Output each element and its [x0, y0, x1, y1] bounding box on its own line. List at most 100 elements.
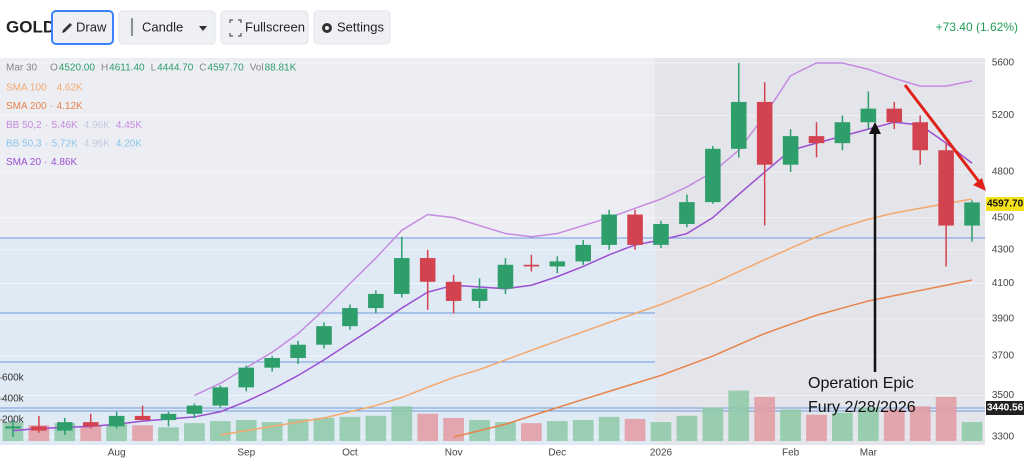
volume-bar	[106, 424, 128, 441]
candle-body	[912, 122, 928, 151]
ohlc-label: H	[101, 63, 108, 74]
candle-body	[497, 264, 514, 289]
volume-bar	[702, 407, 724, 441]
candle-body	[186, 405, 203, 414]
indicator-value: 4.62K	[57, 83, 83, 94]
candle-body	[31, 426, 47, 431]
candle-body	[523, 264, 540, 267]
indicator-value: 4.96K	[84, 138, 110, 149]
ohlc-value: 4611.40	[109, 63, 145, 74]
volume-bar	[443, 417, 464, 441]
candle-body	[834, 122, 851, 144]
volume-bar	[521, 423, 542, 441]
candle-body	[342, 308, 358, 327]
indicator-name: BB 50,2	[6, 120, 42, 131]
x-tick-label: 2026	[650, 448, 673, 459]
button-label: Draw	[76, 19, 107, 34]
volume-bar	[961, 422, 983, 441]
volume-bar	[417, 413, 439, 441]
x-tick-label: Oct	[342, 448, 358, 459]
volume-bar	[754, 396, 776, 441]
symbol: GOLD	[6, 17, 55, 36]
candle-body	[601, 214, 617, 245]
volume-tick-label: 400k	[2, 394, 25, 405]
y-tick-label: 4800	[992, 167, 1015, 178]
indicator-value: 4.12K	[57, 101, 83, 112]
candle-body	[730, 101, 747, 149]
fullscreen-button[interactable]: Fullscreen	[220, 10, 309, 45]
separator: ·	[50, 101, 53, 112]
future-zone	[655, 58, 985, 445]
indicator-value: 5.72K	[52, 138, 78, 149]
ohlc-label: O	[50, 63, 58, 74]
draw-button[interactable]: Draw	[51, 10, 114, 45]
y-tick-label: 4300	[992, 244, 1015, 255]
ohlc-value: 4597.70	[208, 63, 245, 74]
candle-body	[653, 223, 669, 245]
candle-body	[5, 426, 21, 429]
y-tick-label: 5200	[992, 110, 1015, 121]
volume-bar	[339, 416, 361, 441]
y-tick-label: 3300	[992, 432, 1015, 443]
price-tag-bg	[986, 197, 1024, 211]
candle-body	[808, 136, 825, 144]
annotation-text: Fury 2/28/2026	[808, 399, 916, 416]
separator: ·	[45, 138, 48, 149]
volume-tick-label: 200k	[2, 415, 25, 426]
candle-body	[886, 108, 903, 123]
candle-body	[471, 288, 488, 301]
ohlc-label: Vol	[250, 63, 264, 74]
x-tick-label: Mar	[860, 448, 878, 459]
candle-body	[756, 101, 773, 165]
volume-bar	[287, 418, 309, 441]
button-label: Settings	[337, 19, 384, 34]
price-change: +73.40 (1.62%)	[936, 20, 1018, 34]
ohlc-value: 4520.00	[59, 63, 96, 74]
drawn-levels	[0, 237, 985, 412]
volume-bar	[546, 421, 568, 441]
candle-body	[160, 413, 177, 421]
indicator-value: 4.86K	[51, 157, 77, 168]
indicator-name: SMA 20	[6, 157, 41, 168]
last-price-tag: 4597.70	[987, 199, 1024, 210]
candle-body	[419, 258, 436, 282]
x-tick-label: Sep	[237, 448, 255, 459]
arrow-head	[973, 178, 986, 191]
level-price-tag: 3440.56	[987, 403, 1024, 414]
trend-arrow	[903, 84, 982, 184]
volume-bar	[184, 423, 205, 441]
volume-bar	[624, 418, 646, 441]
indicator-value: 4.96K	[84, 120, 110, 131]
settings-button[interactable]: Settings	[313, 10, 391, 45]
candle-body	[445, 281, 462, 301]
candle-body	[238, 367, 255, 388]
volume-bar	[158, 427, 179, 441]
candle-body	[368, 293, 384, 309]
candle-body	[938, 150, 954, 226]
candle-body	[860, 108, 877, 123]
indicator-name: BB 50,3	[6, 138, 42, 149]
volume-bar	[650, 422, 672, 441]
volume-bar	[832, 412, 853, 441]
candle-body	[627, 214, 643, 245]
candle-body	[316, 326, 332, 345]
candle-body	[549, 261, 566, 267]
volume-bar	[209, 421, 231, 441]
button-label: Fullscreen	[245, 19, 305, 34]
volume-bar	[495, 422, 516, 441]
volume-bar	[391, 406, 413, 441]
candle-button[interactable]: Candle	[118, 10, 216, 45]
candle-body	[57, 422, 73, 431]
candle-body	[82, 422, 99, 427]
indicator-value: 4.20K	[116, 138, 142, 149]
candle-body	[964, 202, 980, 226]
ohlc-value: 88.81K	[265, 63, 297, 74]
ohlc-label: L	[151, 63, 157, 74]
volume-bar	[780, 409, 801, 441]
volume-bar	[728, 390, 750, 441]
volume-bar	[132, 425, 153, 441]
candle-body	[108, 415, 125, 427]
volume-bar	[857, 407, 879, 441]
volume-bar	[572, 420, 594, 441]
volume-bar	[883, 409, 905, 441]
